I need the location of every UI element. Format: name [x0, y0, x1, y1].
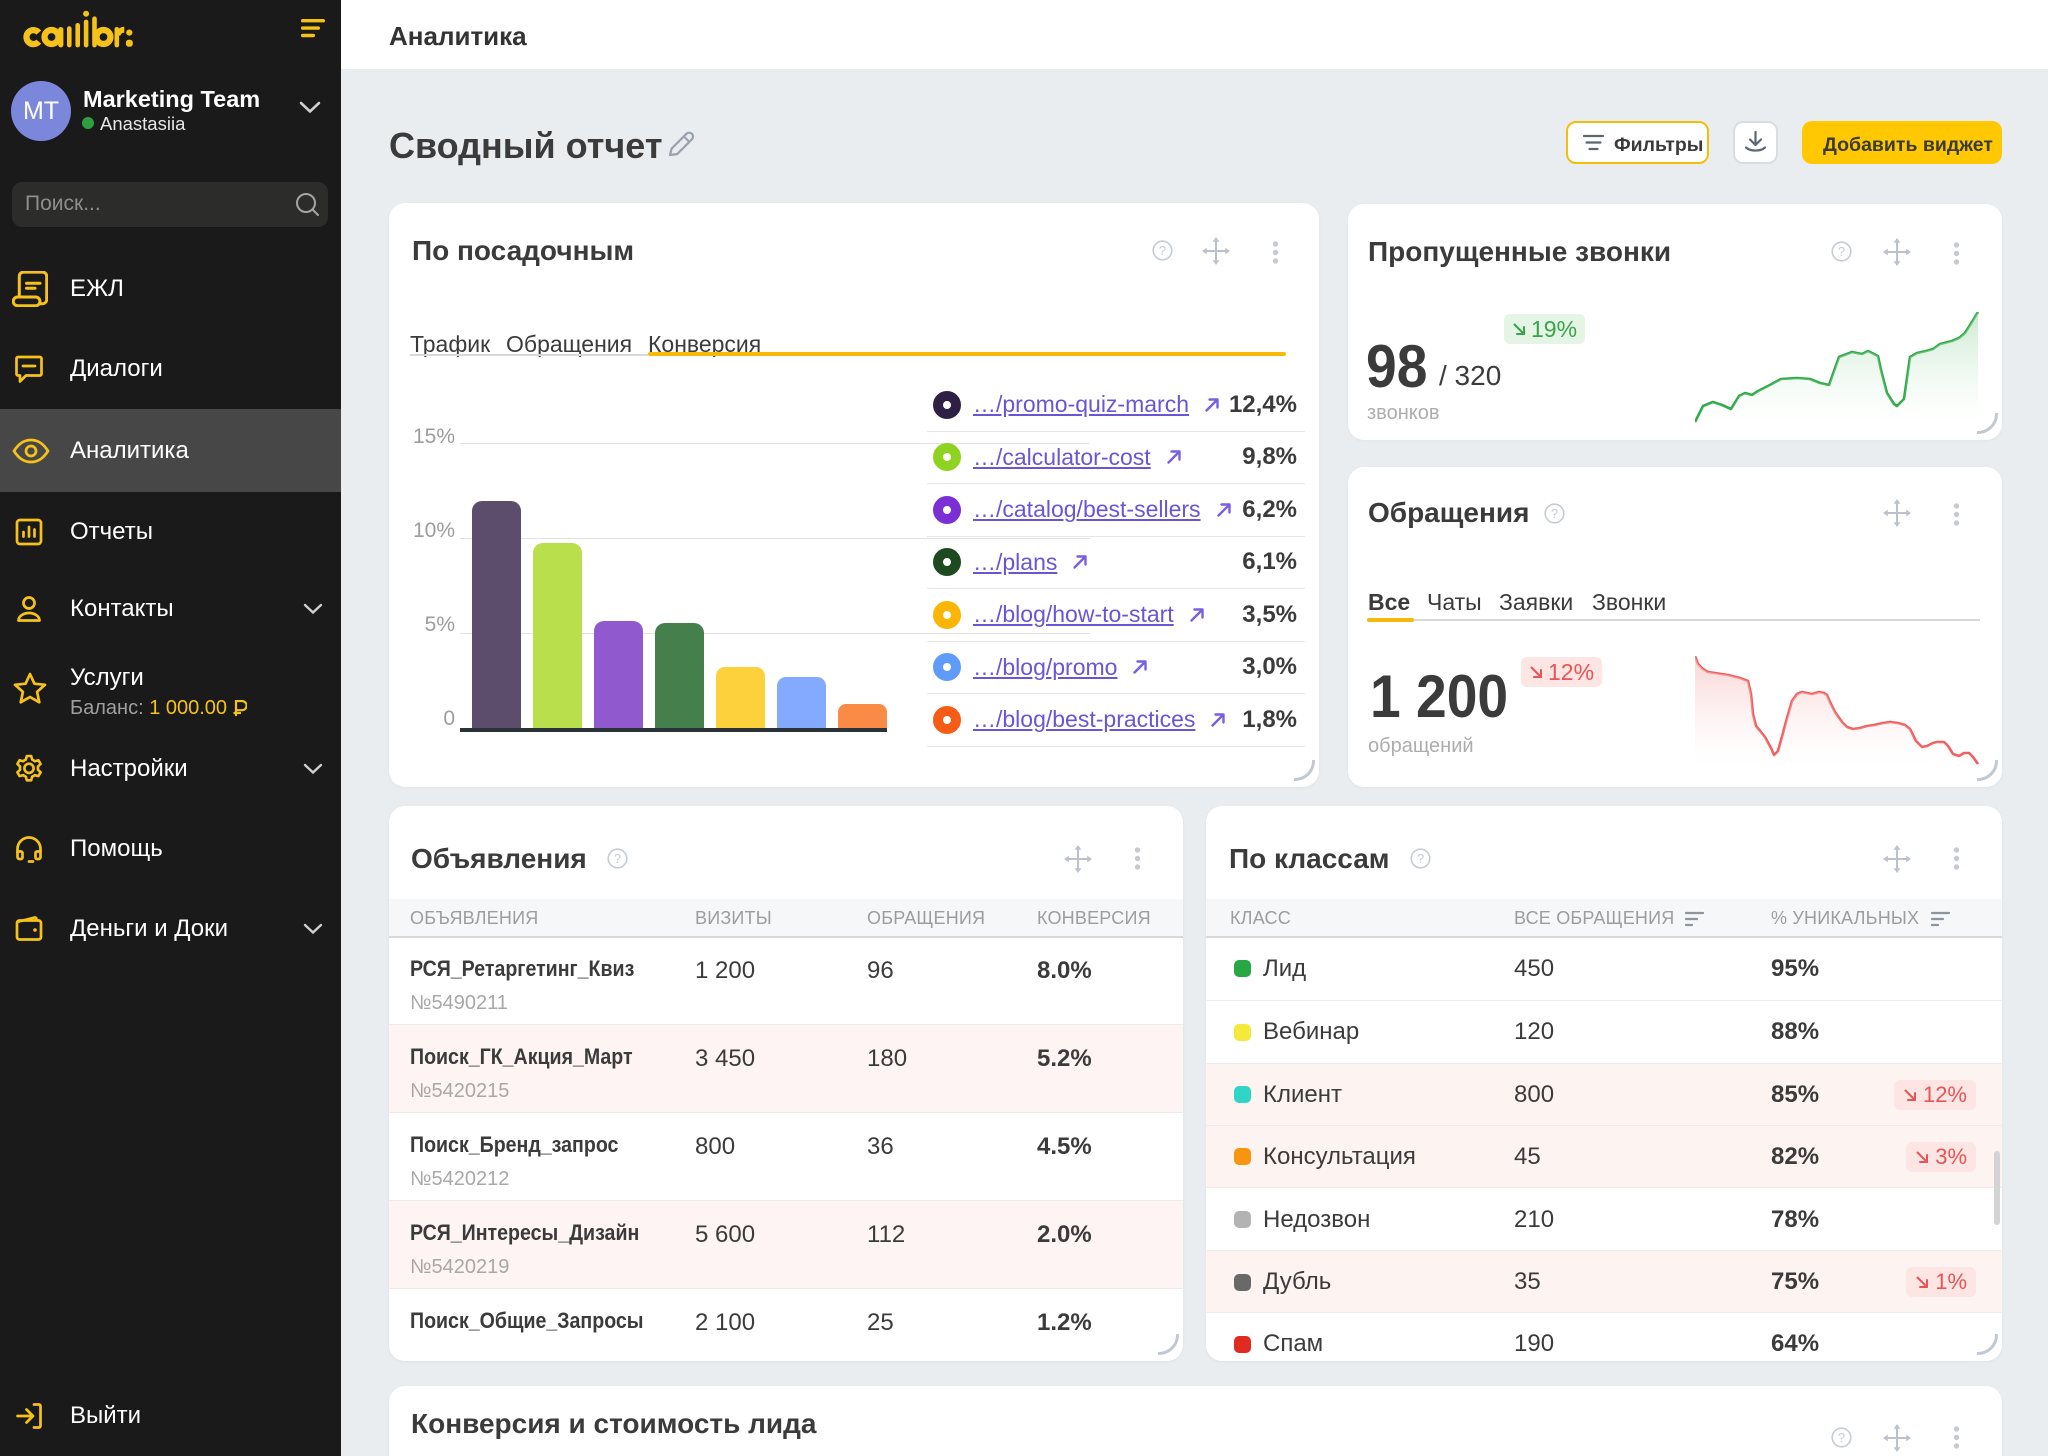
svg-text:?: ? — [1417, 851, 1424, 866]
svg-text:?: ? — [1159, 243, 1166, 258]
svg-text:?: ? — [614, 851, 621, 866]
svg-text:?: ? — [1551, 506, 1558, 521]
svg-text:?: ? — [1838, 1430, 1845, 1445]
svg-text:?: ? — [1838, 244, 1845, 259]
